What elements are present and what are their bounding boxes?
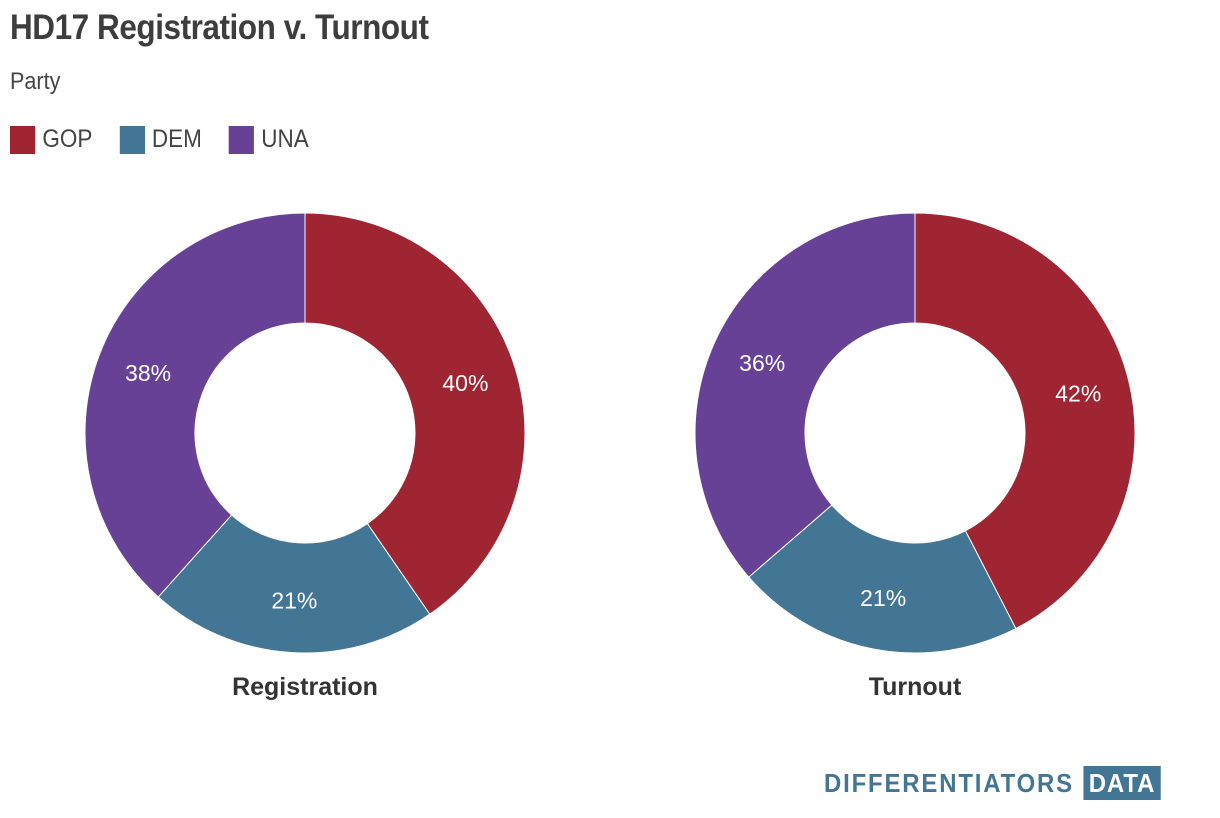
legend-swatch-dem <box>119 125 145 154</box>
chart-title: HD17 Registration v. Turnout <box>10 8 429 47</box>
slice-label-gop: 42% <box>1055 380 1101 406</box>
donut-title-registration: Registration <box>232 673 378 701</box>
legend-item-dem: DEM <box>119 125 202 154</box>
legend: GOP DEM UNA <box>10 125 336 154</box>
slice-una <box>84 212 306 598</box>
brand-wordmark: DIFFERENTIATORS <box>824 767 1074 798</box>
slice-label-dem: 21% <box>271 588 317 614</box>
slice-gop <box>914 212 1136 630</box>
legend-swatch-gop <box>10 125 36 154</box>
slice-dem <box>748 504 1017 654</box>
legend-swatch-una <box>228 125 255 154</box>
legend-label-una: UNA <box>261 125 309 153</box>
slice-gop <box>304 212 526 615</box>
slice-label-una: 38% <box>125 360 171 386</box>
donut-title-turnout: Turnout <box>869 673 962 701</box>
slice-label-una: 36% <box>739 350 785 376</box>
chart-subtitle: Party <box>10 68 61 95</box>
legend-label-dem: DEM <box>151 125 202 153</box>
slice-dem <box>157 514 431 654</box>
slice-label-gop: 40% <box>442 370 488 396</box>
brand-data-box: DATA <box>1083 766 1161 800</box>
donut-turnout: 42% 21% 36% Turnout <box>694 212 1136 701</box>
legend-item-gop: GOP <box>10 125 92 154</box>
brand-logo: DIFFERENTIATORS DATA <box>824 766 1161 800</box>
slice-una <box>694 212 916 578</box>
legend-item-una: UNA <box>228 125 309 154</box>
donut-registration: 40% 21% 38% Registration <box>84 212 526 701</box>
slice-label-dem: 21% <box>860 585 906 611</box>
legend-label-gop: GOP <box>42 125 93 153</box>
